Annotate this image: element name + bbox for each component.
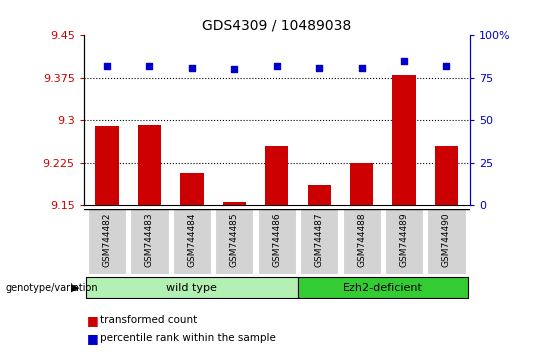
Text: Ezh2-deficient: Ezh2-deficient [343,282,423,293]
Text: GSM744485: GSM744485 [230,212,239,267]
Point [273,63,281,69]
FancyBboxPatch shape [298,277,468,298]
Point [187,65,196,70]
FancyBboxPatch shape [88,209,126,274]
Text: GSM744486: GSM744486 [272,212,281,267]
Text: transformed count: transformed count [100,315,197,325]
Text: percentile rank within the sample: percentile rank within the sample [100,333,276,343]
Text: GSM744483: GSM744483 [145,212,154,267]
Text: GSM744488: GSM744488 [357,212,366,267]
Text: GSM744484: GSM744484 [187,212,197,267]
Point [442,63,451,69]
Text: GSM744482: GSM744482 [103,212,112,267]
Bar [265,146,288,205]
Bar [435,146,458,205]
FancyBboxPatch shape [215,209,253,274]
Point [230,67,239,72]
Bar [393,75,416,205]
Point [357,65,366,70]
Point [103,63,111,69]
Text: ■: ■ [86,332,98,344]
FancyBboxPatch shape [130,209,168,274]
Point [400,58,408,64]
Bar [180,173,204,205]
Text: GSM744489: GSM744489 [400,212,409,267]
Text: ▶: ▶ [71,282,80,293]
FancyBboxPatch shape [427,209,465,274]
Point [315,65,323,70]
Point [145,63,154,69]
FancyBboxPatch shape [300,209,338,274]
Text: GSM744487: GSM744487 [315,212,323,267]
Text: GSM744490: GSM744490 [442,212,451,267]
FancyBboxPatch shape [173,209,211,274]
FancyBboxPatch shape [258,209,296,274]
Text: ■: ■ [86,314,98,327]
Title: GDS4309 / 10489038: GDS4309 / 10489038 [202,19,352,33]
Bar [138,125,161,205]
Text: genotype/variation: genotype/variation [5,282,98,293]
Text: wild type: wild type [166,282,217,293]
FancyBboxPatch shape [342,209,381,274]
Bar [96,126,119,205]
FancyBboxPatch shape [385,209,423,274]
Bar [350,163,373,205]
Bar [222,202,246,205]
Bar [307,185,331,205]
FancyBboxPatch shape [86,277,298,298]
